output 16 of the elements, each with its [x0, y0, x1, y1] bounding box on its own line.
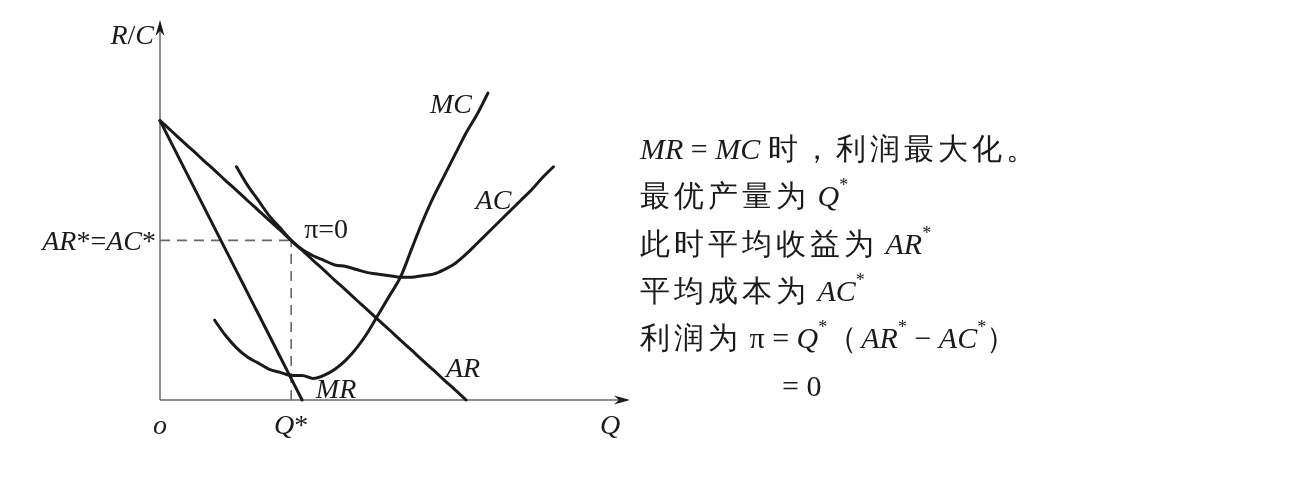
series-label: MR	[314, 372, 357, 404]
x-tick-label: Q*	[274, 408, 309, 440]
text: 最优产量为 Q$^{*}$	[640, 175, 849, 212]
series-label: AR	[443, 351, 481, 383]
text: = 0	[782, 368, 822, 401]
text: 此时平均收益为 AR$^{*}$	[640, 222, 932, 260]
text: 平均成本为 AC$^{*}$	[640, 269, 865, 307]
text: MR = MC 时，利润最大化。	[639, 131, 1040, 165]
series-label: MC	[428, 87, 473, 119]
series-label: AC	[473, 183, 512, 215]
annotation: π=0	[304, 212, 349, 244]
y-axis-title: R/C	[109, 18, 155, 50]
x-tick-label: o	[153, 408, 167, 440]
ref-line-label: AR*=AC*	[40, 224, 156, 256]
x-axis-title: Q	[599, 408, 621, 440]
text: 利润为 π = Q$^{*}$（AR$^{*}$ − AC$^{*}$）	[640, 317, 1021, 354]
